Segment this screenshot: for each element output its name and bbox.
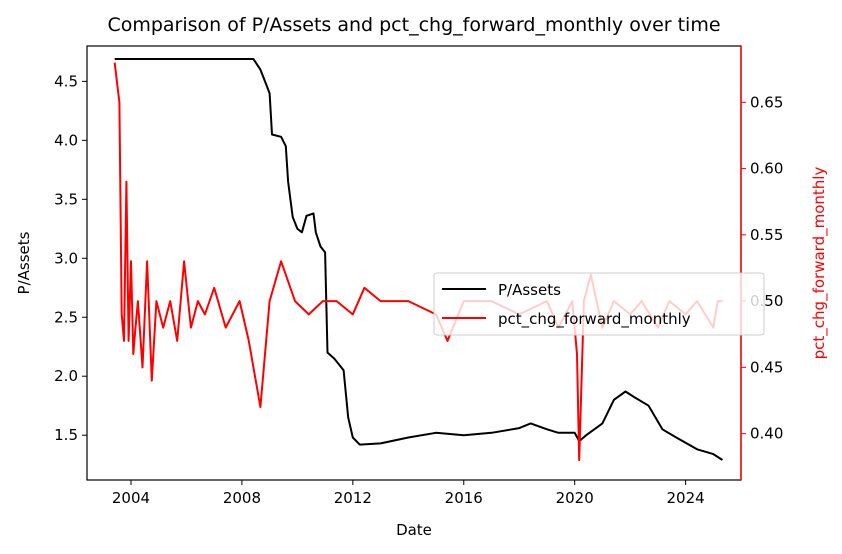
legend-label-pct-chg: pct_chg_forward_monthly bbox=[498, 310, 691, 329]
legend: P/Assets pct_chg_forward_monthly bbox=[433, 272, 765, 336]
y-tick-label: 3.5 bbox=[54, 190, 78, 208]
y2-tick-label: 0.45 bbox=[750, 358, 783, 376]
y-tick-label: 4.0 bbox=[54, 131, 78, 149]
y2-axis-label: pct_chg_forward_monthly bbox=[810, 167, 829, 360]
chart-title: Comparison of P/Assets and pct_chg_forwa… bbox=[107, 14, 720, 36]
y-tick-label: 2.5 bbox=[54, 308, 78, 326]
y-tick-label: 4.5 bbox=[54, 72, 78, 90]
y-tick-label: 3.0 bbox=[54, 249, 78, 267]
x-tick-label: 2016 bbox=[445, 489, 483, 507]
x-tick-label: 2024 bbox=[667, 489, 705, 507]
x-tick-label: 2004 bbox=[112, 489, 150, 507]
y2-tick-label: 0.55 bbox=[750, 226, 783, 244]
y-tick-label: 1.5 bbox=[54, 426, 78, 444]
y2-tick-label: 0.65 bbox=[750, 93, 783, 111]
y-tick-label: 2.0 bbox=[54, 367, 78, 385]
x-tick-label: 2012 bbox=[334, 489, 372, 507]
legend-label-p-assets: P/Assets bbox=[498, 281, 561, 299]
legend-box bbox=[433, 272, 765, 336]
y2-tick-label: 0.40 bbox=[750, 425, 783, 443]
y2-tick-label: 0.60 bbox=[750, 160, 783, 178]
x-axis-label: Date bbox=[396, 521, 432, 539]
x-tick-label: 2020 bbox=[556, 489, 594, 507]
y-axis-label: P/Assets bbox=[15, 231, 33, 294]
x-tick-label: 2008 bbox=[223, 489, 261, 507]
series-line-p-assets bbox=[114, 58, 724, 461]
